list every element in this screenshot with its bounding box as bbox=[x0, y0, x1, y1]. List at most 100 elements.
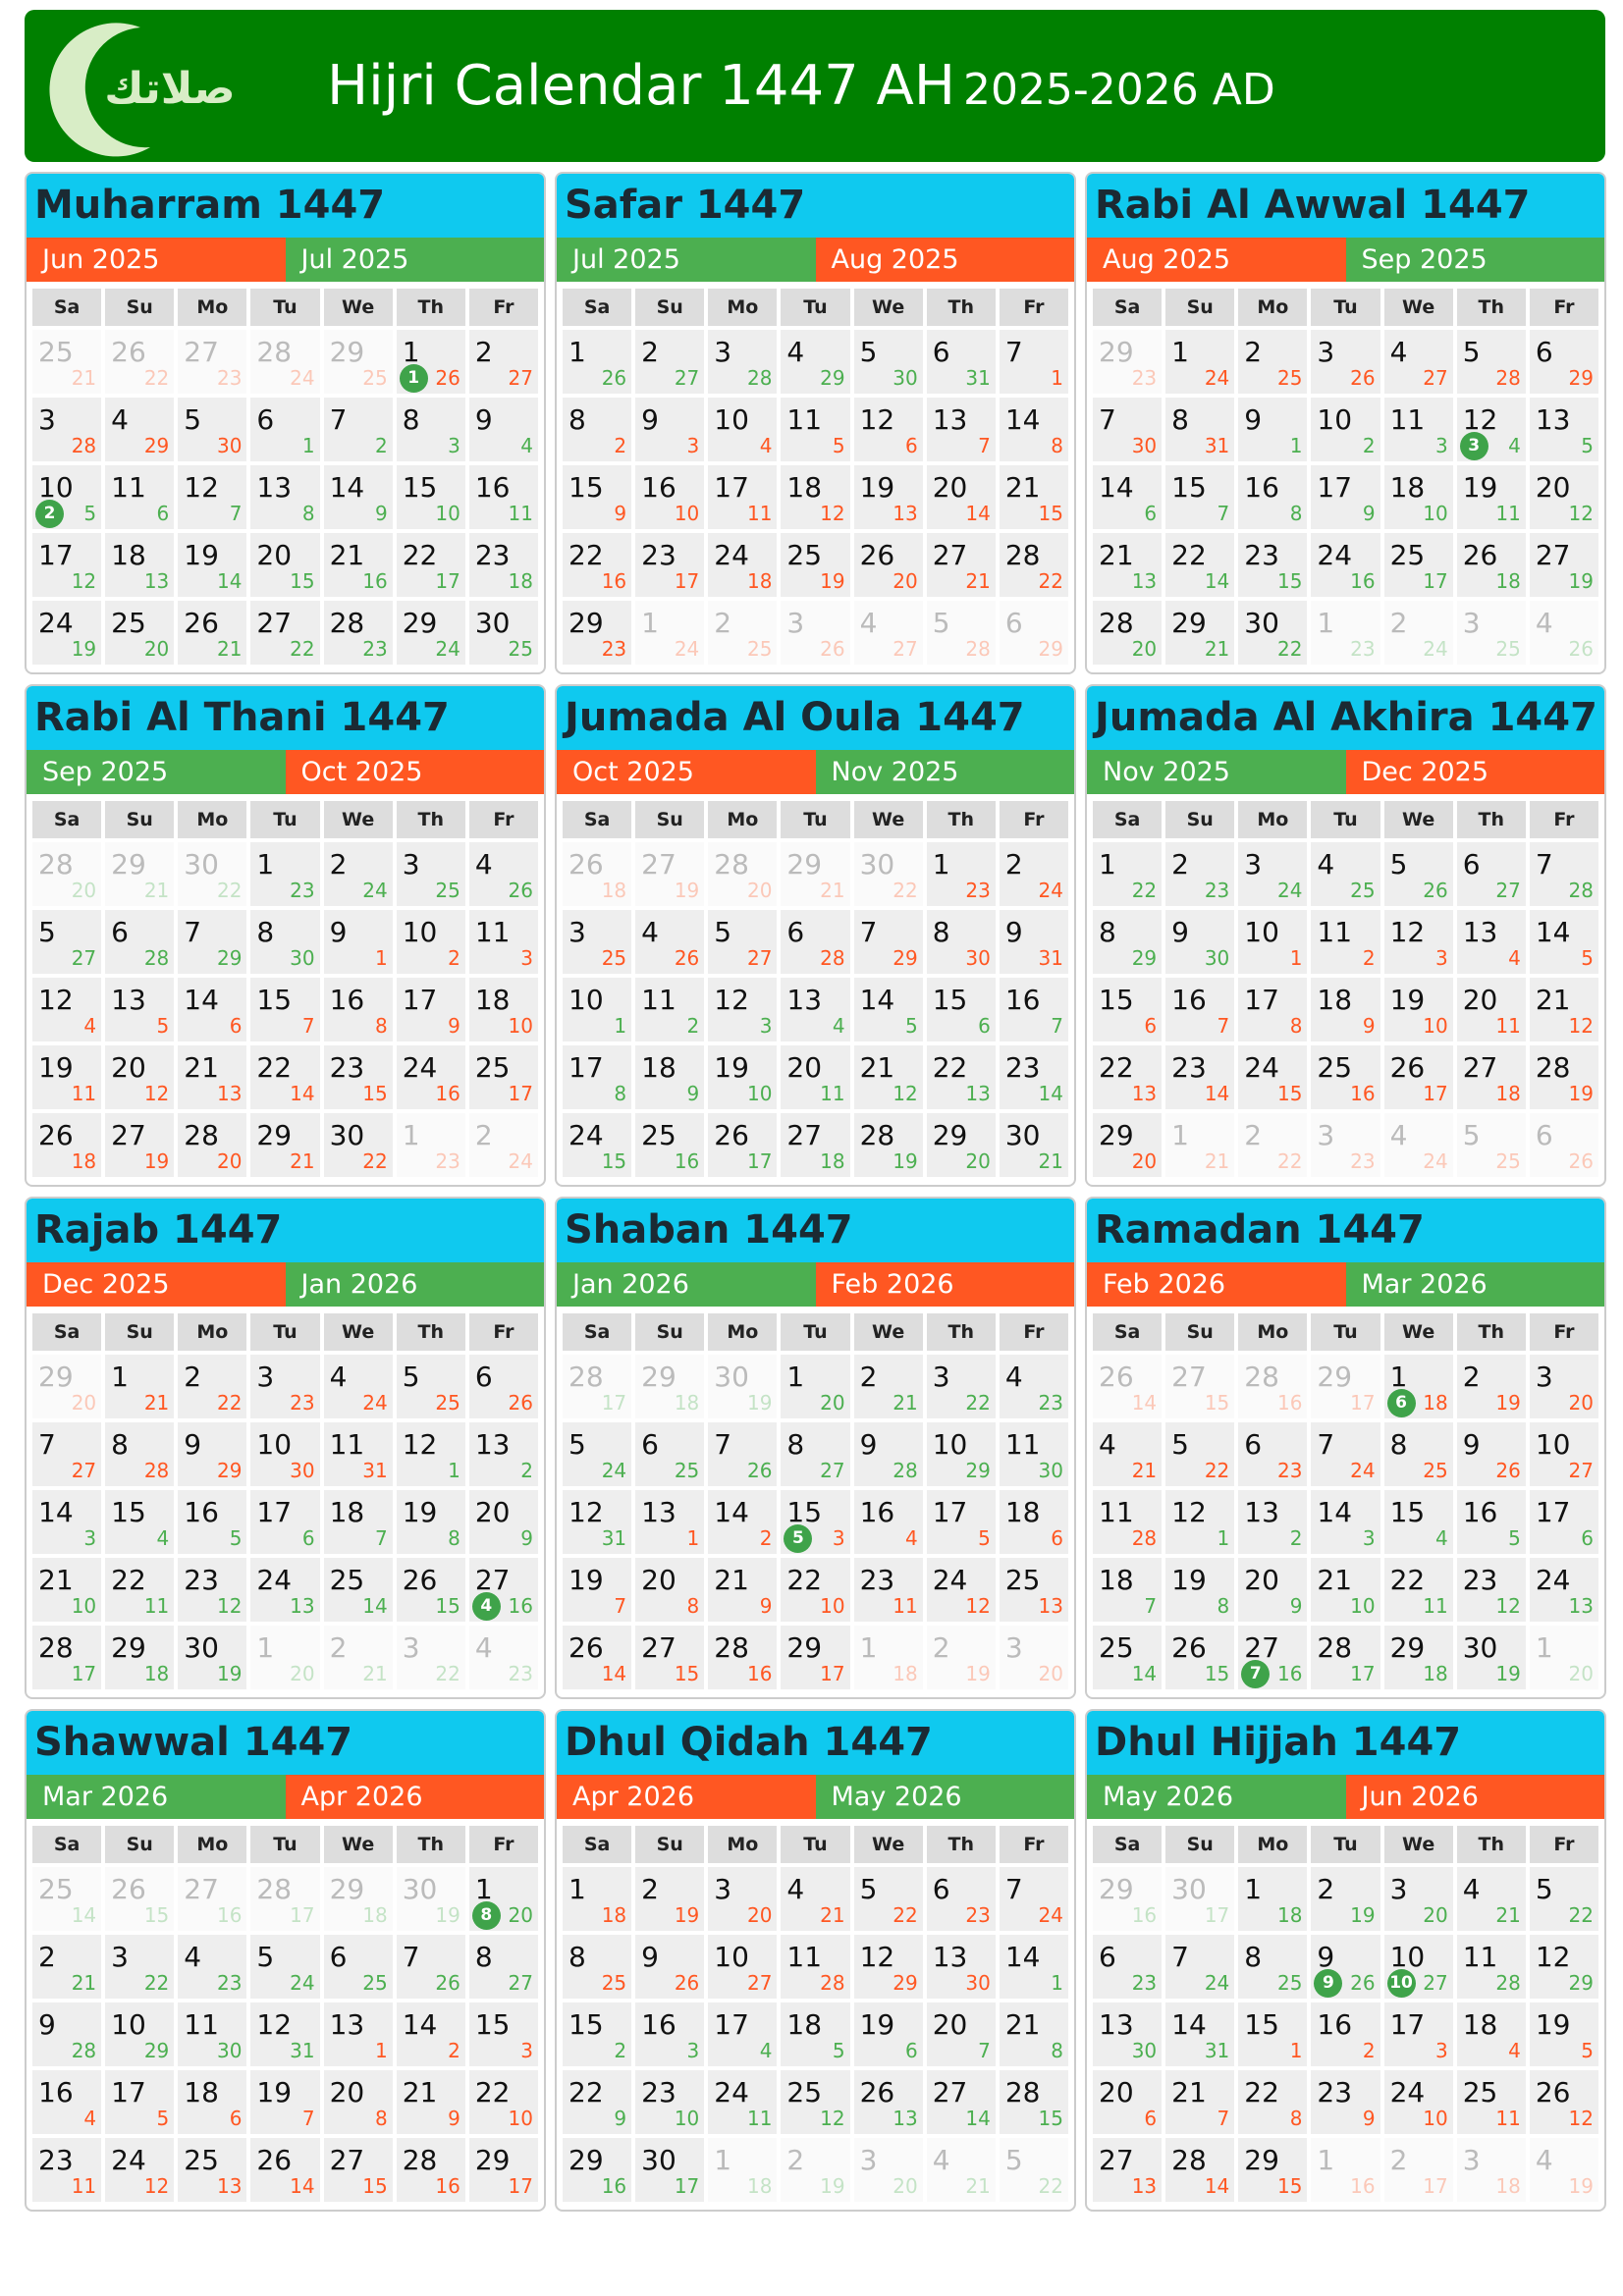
gregorian-day: 4 bbox=[904, 1526, 918, 1550]
weekday-header: Su bbox=[105, 289, 175, 326]
day-cell: 17 9 bbox=[1311, 465, 1380, 529]
hijri-day: 2 bbox=[786, 2144, 805, 2176]
day-cell: 2 21 bbox=[323, 1626, 393, 1689]
gregorian-day: 6 bbox=[904, 2039, 918, 2062]
day-cell: 19 10 bbox=[1383, 978, 1453, 1041]
gregorian-day: 3 bbox=[1362, 1526, 1376, 1550]
hijri-day: 25 bbox=[474, 1051, 511, 1084]
gregorian-day: 3 bbox=[83, 1526, 97, 1550]
day-cell: 16 11 bbox=[468, 465, 538, 529]
hijri-day: 18 bbox=[184, 2076, 219, 2109]
day-cell: 22 14 bbox=[1165, 533, 1235, 597]
day-cell: 11 30 bbox=[178, 2002, 247, 2066]
gregorian-day: 21 bbox=[965, 569, 991, 593]
day-cell: 21 13 bbox=[1093, 533, 1163, 597]
weekday-header: Sa bbox=[563, 1313, 632, 1351]
day-cell: 13 5 bbox=[105, 978, 175, 1041]
hijri-day: 13 bbox=[1462, 916, 1498, 948]
gregorian-day: 6 bbox=[978, 1014, 991, 1038]
hijri-day: 1 bbox=[1317, 607, 1335, 639]
gregorian-day: 23 bbox=[1350, 1149, 1376, 1173]
gregorian-day: 22 bbox=[893, 1903, 918, 1927]
weekday-header: Fr bbox=[1529, 1313, 1598, 1351]
hijri-day: 15 bbox=[568, 2008, 604, 2041]
hijri-day: 30 bbox=[402, 1873, 438, 1905]
hijri-day: 14 bbox=[1535, 916, 1571, 948]
gregorian-months-bar: Sep 2025 Oct 2025 bbox=[27, 750, 544, 794]
gregorian-day: 8 bbox=[448, 1526, 460, 1550]
hijri-day: 17 bbox=[714, 2008, 749, 2041]
gregorian-day: 7 bbox=[1051, 1014, 1063, 1038]
hijri-day: 2 bbox=[329, 848, 348, 881]
day-cell: 8 29 bbox=[1093, 910, 1163, 974]
day-cell: 27 13 bbox=[1093, 2138, 1163, 2202]
gregorian-day: 8 bbox=[614, 1082, 627, 1105]
hijri-day: 4 bbox=[1535, 2144, 1553, 2176]
gregorian-day: 30 bbox=[290, 946, 315, 970]
weekday-header: Tu bbox=[250, 289, 320, 326]
day-cell: 8 31 bbox=[1165, 398, 1235, 461]
hijri-day: 8 bbox=[786, 1428, 805, 1461]
gregorian-day: 24 bbox=[601, 1459, 627, 1482]
day-cell: 2 19 bbox=[1456, 1355, 1526, 1418]
gregorian-day: 14 bbox=[965, 2107, 991, 2130]
gregorian-day: 3 bbox=[1434, 946, 1448, 970]
hijri-day: 13 bbox=[256, 471, 293, 504]
day-cell: 4 25 bbox=[1311, 842, 1380, 906]
hijri-day: 21 bbox=[1099, 539, 1134, 571]
day-cell: 16 5 bbox=[178, 1490, 247, 1554]
hijri-day: 10 bbox=[1389, 1941, 1426, 1973]
month-title: Rabi Al Awwal 1447 bbox=[1087, 174, 1604, 238]
hijri-day: 6 bbox=[1099, 1941, 1116, 1973]
hijri-day: 29 bbox=[1317, 1361, 1353, 1393]
month-title: Rabi Al Thani 1447 bbox=[27, 686, 544, 750]
hijri-day: 2 bbox=[932, 1631, 950, 1664]
hijri-day: 11 bbox=[111, 471, 146, 504]
day-cell: 18 6 bbox=[999, 1490, 1068, 1554]
gregorian-day: 5 bbox=[832, 2039, 845, 2062]
hijri-day: 5 bbox=[932, 607, 950, 639]
gregorian-day: 22 bbox=[1204, 1459, 1230, 1482]
weekday-header: Sa bbox=[1093, 801, 1163, 838]
gregorian-day: 21 bbox=[1204, 1149, 1230, 1173]
gregorian-day: 17 bbox=[601, 1391, 627, 1415]
gregorian-day: 6 bbox=[1144, 502, 1158, 525]
hijri-day: 16 bbox=[859, 1496, 895, 1528]
day-cell: 23 18 bbox=[468, 533, 538, 597]
gregorian-month-label: Jan 2026 bbox=[285, 1262, 544, 1307]
hijri-day: 16 bbox=[329, 984, 365, 1016]
hijri-day: 6 bbox=[932, 1873, 950, 1905]
weekday-header: Su bbox=[105, 1313, 175, 1351]
hijri-day: 30 bbox=[859, 848, 895, 881]
hijri-day: 12 bbox=[859, 1941, 895, 1973]
weekday-header: Fr bbox=[1529, 1826, 1598, 1863]
day-cell: 20 15 bbox=[250, 533, 320, 597]
gregorian-day: 15 bbox=[1038, 2107, 1063, 2130]
gregorian-day: 24 bbox=[1038, 879, 1063, 902]
day-cell: 5 27 bbox=[32, 910, 102, 974]
hijri-day: 3 bbox=[1317, 1119, 1335, 1151]
hijri-day: 3 bbox=[1244, 848, 1263, 881]
gregorian-day: 7 bbox=[301, 2107, 315, 2130]
gregorian-day: 18 bbox=[143, 1662, 170, 1685]
gregorian-day: 10 bbox=[746, 1082, 773, 1105]
gregorian-month-label: Apr 2026 bbox=[285, 1775, 544, 1819]
hijri-day: 14 bbox=[714, 1496, 749, 1528]
day-cell: 7 29 bbox=[178, 910, 247, 974]
hijri-day: 21 bbox=[1004, 2008, 1041, 2041]
hijri-day: 18 bbox=[1389, 471, 1426, 504]
hijri-day: 9 bbox=[641, 403, 659, 436]
day-cell: 20 6 bbox=[1093, 2070, 1163, 2134]
day-cell: 10 1 bbox=[1238, 910, 1308, 974]
day-cell: 6 26 bbox=[468, 1355, 538, 1418]
hijri-day: 14 bbox=[1004, 1941, 1041, 1973]
hijri-day: 7 bbox=[1171, 1941, 1189, 1973]
hijri-day: 9 bbox=[1244, 403, 1263, 436]
hijri-day: 11 bbox=[474, 916, 511, 948]
day-cell: 27 18 bbox=[781, 1113, 850, 1177]
hijri-day: 12 bbox=[1535, 1941, 1571, 1973]
hijri-day: 1 bbox=[932, 848, 950, 881]
gregorian-day: 11 bbox=[71, 2174, 97, 2198]
